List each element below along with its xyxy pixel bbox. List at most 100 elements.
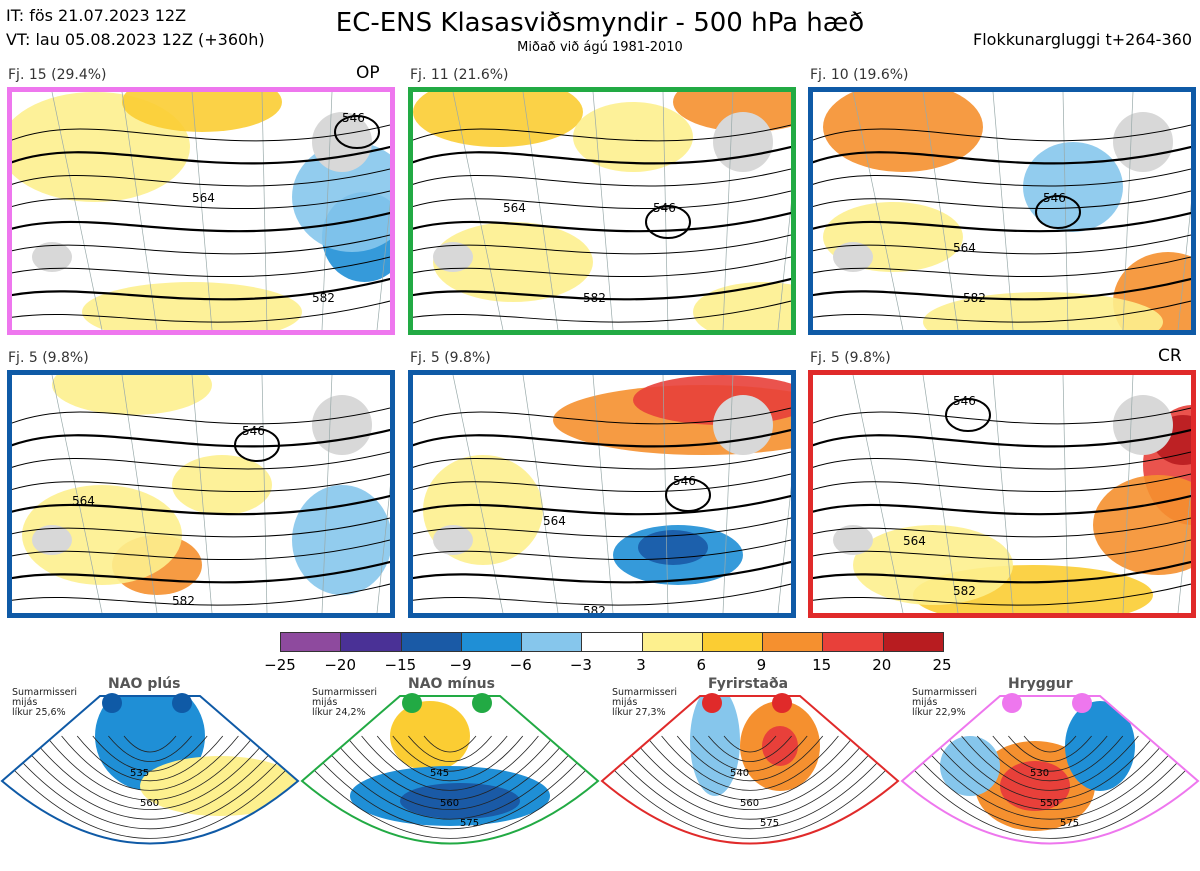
regime-marker-dot xyxy=(102,693,122,713)
anomaly-area xyxy=(52,375,212,415)
panel-2-label: Fj. 11 (21.6%) xyxy=(410,67,509,83)
regime-stat-line: mijás xyxy=(912,697,938,708)
anomaly-area xyxy=(413,92,583,147)
contour-label: 582 xyxy=(963,291,986,305)
page-subtitle: Miðað við ágú 1981-2010 xyxy=(517,40,683,55)
height-contour xyxy=(813,234,1191,255)
colorbar-tick-label: 3 xyxy=(636,656,646,674)
regime-anomaly-area xyxy=(1065,701,1135,791)
height-contour xyxy=(813,190,1191,210)
contour-label: 546 xyxy=(242,424,265,438)
map-3-svg: 564 582 546 xyxy=(813,92,1191,330)
panel-6-tag: CR xyxy=(1158,346,1182,366)
regime-contour xyxy=(376,735,524,782)
height-contour xyxy=(413,190,791,210)
meridian-line xyxy=(722,92,734,330)
land-mass xyxy=(433,525,473,555)
height-contour xyxy=(12,145,390,165)
height-contour xyxy=(12,168,390,187)
regime-anomaly-area xyxy=(762,726,798,766)
colorbar-tick-label: −3 xyxy=(569,656,592,674)
regime-contour xyxy=(92,735,208,772)
regime-name: NAO plús xyxy=(108,676,181,692)
regime-anomaly-area xyxy=(690,696,740,796)
page-title: EC-ENS Klasasviðsmyndir - 500 hPa hæð xyxy=(335,8,865,38)
height-contour xyxy=(12,300,390,323)
regime-contour-label: 560 xyxy=(140,798,159,809)
height-contour xyxy=(413,211,791,233)
height-contour xyxy=(413,145,791,165)
height-contour xyxy=(12,428,390,448)
regime-contour xyxy=(723,735,777,753)
regime-contour xyxy=(392,735,508,772)
colorbar-swatch xyxy=(401,633,462,651)
height-contour xyxy=(813,168,1191,187)
regime-contour xyxy=(45,735,255,801)
regime-contour xyxy=(108,735,192,762)
colorbar-swatch xyxy=(823,633,884,651)
regime-contour xyxy=(708,735,792,762)
cluster-map-1: 564 582 546 xyxy=(7,87,395,335)
regime-stat-line: líkur 22,9% xyxy=(912,707,966,718)
regime-marker-dot xyxy=(772,693,792,713)
anomaly-area xyxy=(292,142,390,252)
regime-stat-line: líkur 24,2% xyxy=(312,707,366,718)
colorbar-tick-label: 9 xyxy=(756,656,767,674)
regime-contour xyxy=(302,735,598,839)
meridian-line xyxy=(51,92,103,330)
regime-stats: Sumarmisseri mijás líkur 25,6% xyxy=(12,688,77,718)
regime-stats: Sumarmisseri mijás líkur 24,2% xyxy=(312,688,377,718)
colorbar-swatch xyxy=(763,633,824,651)
anomaly-area xyxy=(1093,475,1191,575)
height-contour xyxy=(413,234,791,255)
regime-marker-dot xyxy=(1002,693,1022,713)
land-mass xyxy=(433,242,473,272)
colorbar-swatch xyxy=(702,633,764,651)
regime-contour-label: 550 xyxy=(1040,798,1059,809)
regime-contour xyxy=(314,735,586,820)
land-mass xyxy=(713,395,773,455)
height-contour xyxy=(813,539,1191,561)
regime-stat-line: mijás xyxy=(12,697,38,708)
meridian-line xyxy=(452,92,504,330)
height-contour xyxy=(12,473,390,493)
regime-ridge: 530 550 575 Hryggur Sumarmisseri mijás líkur 2… xyxy=(900,676,1200,871)
regime-anomaly-area xyxy=(140,756,298,816)
colorbar-tick-label: −6 xyxy=(509,656,532,674)
anomaly-area xyxy=(292,485,390,595)
regime-name: NAO mínus xyxy=(408,676,495,692)
regime-contour xyxy=(692,735,808,772)
height-contour xyxy=(413,300,791,323)
meridian-line xyxy=(261,375,268,613)
meridian-line xyxy=(191,375,213,613)
contour-label: 546 xyxy=(953,394,976,408)
anomaly-area xyxy=(923,292,1163,330)
height-contour xyxy=(12,539,390,561)
regime-name: Fyrirstaða xyxy=(708,676,789,692)
regime-contour xyxy=(914,735,1186,820)
meridian-line xyxy=(261,92,268,330)
map-6-svg: 564 582 546 xyxy=(813,375,1191,613)
regime-frame xyxy=(300,695,600,845)
regime-nao-minus: 545 560 575 NAO mínus Sumarmisseri mijás líkur… xyxy=(300,676,600,871)
anomaly-area xyxy=(573,102,693,172)
regime-contour-label: 575 xyxy=(760,818,779,829)
valid-time: VT: lau 05.08.2023 12Z (+360h) xyxy=(6,30,265,49)
anomaly-area xyxy=(122,92,282,132)
regime-marker-dot xyxy=(402,693,422,713)
regime-stat-line: Sumarmisseri xyxy=(12,687,78,698)
meridian-line xyxy=(51,375,103,613)
low-centre-contour xyxy=(645,205,691,239)
meridian-line xyxy=(777,202,791,330)
height-contour xyxy=(813,124,1191,142)
cluster-map-6: 564 582 546 xyxy=(808,370,1196,618)
map-5-svg: 564 582 546 xyxy=(413,375,791,613)
land-mass xyxy=(312,395,372,455)
regime-contour xyxy=(408,735,492,762)
anomaly-area xyxy=(433,222,593,302)
height-contour xyxy=(413,407,791,425)
height-contour xyxy=(413,124,791,142)
height-contour xyxy=(12,583,390,606)
height-contour xyxy=(813,473,1191,493)
anomaly-colorbar xyxy=(280,632,944,652)
